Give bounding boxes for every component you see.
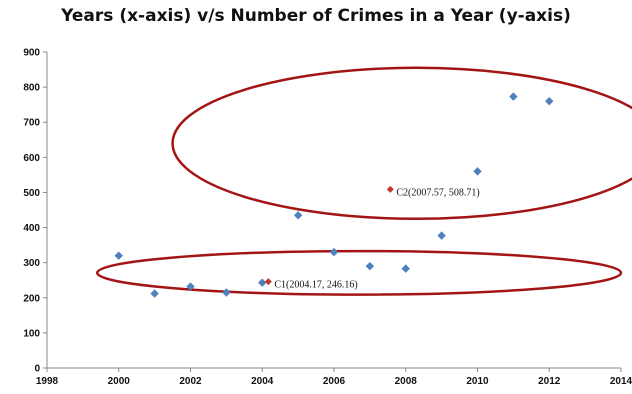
x-tick-label: 2010 (466, 376, 489, 387)
data-point (401, 264, 410, 273)
y-tick-label: 100 (23, 328, 40, 339)
data-point (473, 167, 482, 176)
y-tick-label: 200 (23, 293, 40, 304)
centroid-point (386, 185, 394, 193)
y-tick-label: 800 (23, 83, 40, 94)
data-point (509, 92, 518, 101)
chart-title: Years (x-axis) v/s Number of Crimes in a… (61, 6, 571, 26)
data-point (545, 96, 554, 106)
data-points (114, 92, 554, 298)
y-tick-label: 300 (23, 258, 40, 269)
y-tick-label: 600 (23, 153, 40, 164)
x-tick-label: 2008 (395, 376, 418, 387)
data-point (329, 247, 339, 257)
y-tick-label: 900 (23, 48, 40, 59)
data-point (365, 261, 375, 271)
centroid-label: C2(2007.57, 508.71) (396, 187, 479, 198)
x-tick-label: 1998 (36, 376, 59, 387)
data-point (258, 278, 267, 287)
x-tick-label: 2012 (538, 376, 561, 387)
y-tick-label: 0 (34, 364, 40, 375)
x-tick-label: 2002 (179, 376, 202, 387)
cluster-ellipse (95, 249, 623, 296)
x-tick-label: 2006 (323, 376, 346, 387)
data-point (114, 251, 123, 260)
x-tick-label: 2004 (251, 376, 274, 387)
y-tick-label: 400 (23, 223, 40, 234)
data-point (222, 288, 231, 297)
cluster-ellipses (95, 66, 632, 296)
centroid-label: C1(2004.17, 246.16) (274, 280, 357, 291)
y-tick-label: 500 (23, 188, 40, 199)
axes: 0 100 200 300 400 500 600 700 800 900 1998 2000 2002… (23, 48, 632, 388)
centroid-point (264, 278, 272, 286)
cluster-ellipse (171, 66, 632, 221)
data-point (186, 282, 195, 291)
centroids: C1(2004.17, 246.16) C2(2007.57, 508.71) (264, 185, 480, 291)
data-point (437, 231, 446, 240)
y-tick-label: 700 (23, 118, 40, 129)
x-tick-label: 2000 (108, 376, 131, 387)
data-point (293, 211, 303, 220)
data-point (150, 289, 159, 298)
x-tick-label: 2014 (610, 376, 632, 387)
